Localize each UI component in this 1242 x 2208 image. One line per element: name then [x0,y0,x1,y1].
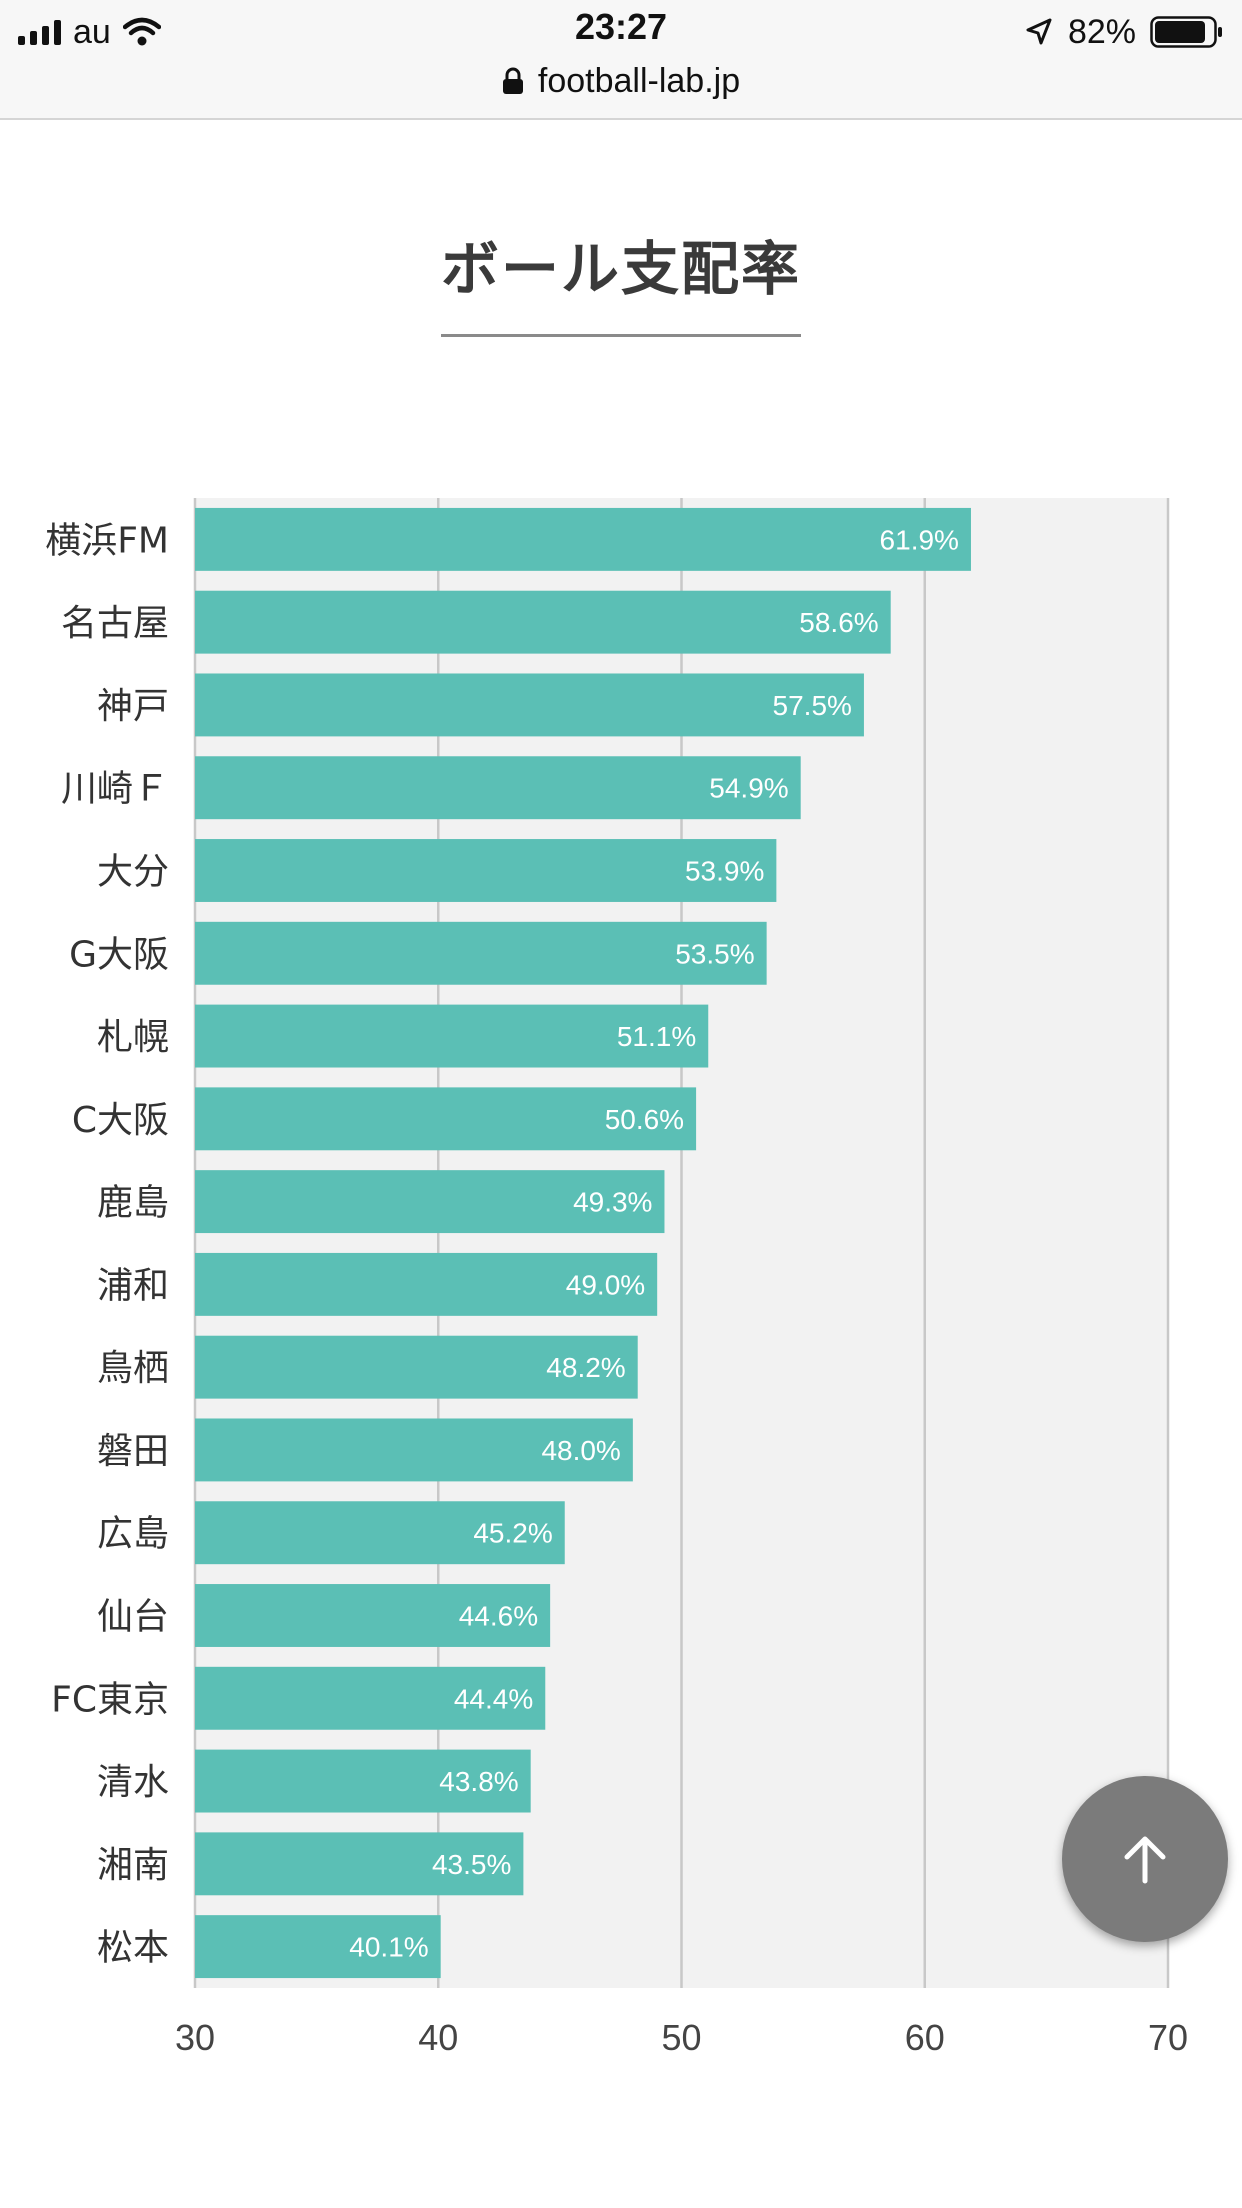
cellular-signal-icon [18,19,61,45]
category-label: 札幌 [97,1017,169,1058]
category-label: G大阪 [69,934,169,975]
location-arrow-icon [1026,18,1052,45]
bar [195,1335,638,1399]
bar [195,1584,551,1647]
bar [195,756,801,820]
bar-value-label: 51.1% [617,1021,696,1052]
x-tick-label: 30 [175,2017,215,2058]
bar [195,1170,665,1234]
category-label: 松本 [97,1928,169,1969]
category-label: 広島 [97,1514,169,1555]
bar-value-label: 44.4% [454,1683,533,1714]
bar-value-label: 61.9% [880,524,959,555]
category-label: 湘南 [97,1845,169,1886]
bar [195,507,971,571]
bar-value-label: 54.9% [709,773,788,804]
browser-top-bar: au 23:27 82% football-lab.jp [0,0,1242,120]
battery-icon [1150,16,1222,48]
x-tick-label: 50 [661,2017,701,2058]
possession-bar-chart: 30 40 50 60 70 61.9% 横浜FM 58.6% 名古屋 57.5% 神戸 54.9% 川… [45,498,1188,2058]
bar [195,1004,709,1068]
bar-value-label: 40.1% [349,1932,428,1963]
x-tick-label: 60 [905,2017,945,2058]
bar-value-label: 48.0% [541,1435,620,1466]
title-section: ボール支配率 [0,222,1242,337]
scroll-to-top-button[interactable] [1062,1776,1228,1942]
bar [195,1749,531,1813]
bar [195,1915,441,1979]
lock-icon [502,67,523,94]
category-label: 浦和 [97,1265,169,1306]
bar-value-label: 58.6% [799,607,878,638]
bar [195,1501,565,1565]
bar [195,1252,658,1316]
category-label: 清水 [97,1762,169,1803]
status-time: 23:27 [574,6,668,47]
bar [195,921,767,985]
category-label: 名古屋 [61,603,169,644]
bar [195,590,891,654]
bar [195,1418,633,1482]
x-tick-label: 40 [418,2017,458,2058]
arrow-up-icon [1124,1836,1166,1884]
address-bar[interactable]: football-lab.jp [0,58,1242,104]
category-label: 神戸 [97,686,169,727]
bar-value-label: 45.2% [473,1518,552,1549]
bar-value-label: 49.0% [566,1269,645,1300]
bar-value-label: 53.5% [675,938,754,969]
x-tick-label: 70 [1148,2017,1188,2058]
bar [195,839,777,902]
bar [195,1832,524,1896]
bar-value-label: 57.5% [773,690,852,721]
bar-value-label: 50.6% [605,1104,684,1135]
category-label: C大阪 [72,1100,169,1141]
bar-value-label: 49.3% [573,1187,652,1218]
status-right: 82% [1024,10,1224,54]
url-text: football-lab.jp [537,61,741,100]
wifi-icon [122,17,161,46]
category-label: 鹿島 [97,1183,169,1224]
bar-value-label: 48.2% [546,1352,625,1383]
bar-value-label: 43.8% [439,1766,518,1797]
bar-value-label: 53.9% [685,856,764,887]
page-title: ボール支配率 [440,222,801,337]
category-label: FC東京 [51,1679,169,1720]
category-label: 横浜FM [45,520,169,561]
bar-value-label: 43.5% [432,1849,511,1880]
category-label: 鳥栖 [97,1348,169,1389]
bar-value-label: 44.6% [459,1601,538,1632]
bar [195,673,864,737]
status-left: au [18,10,161,54]
carrier-name: au [73,12,111,51]
category-label: 大分 [97,852,169,893]
battery-percentage: 82% [1067,12,1136,51]
category-label: 仙台 [97,1597,169,1638]
category-label: 磐田 [97,1431,169,1472]
category-label: 川崎Ｆ [61,769,169,810]
bar [195,1087,697,1151]
bar [195,1666,546,1730]
